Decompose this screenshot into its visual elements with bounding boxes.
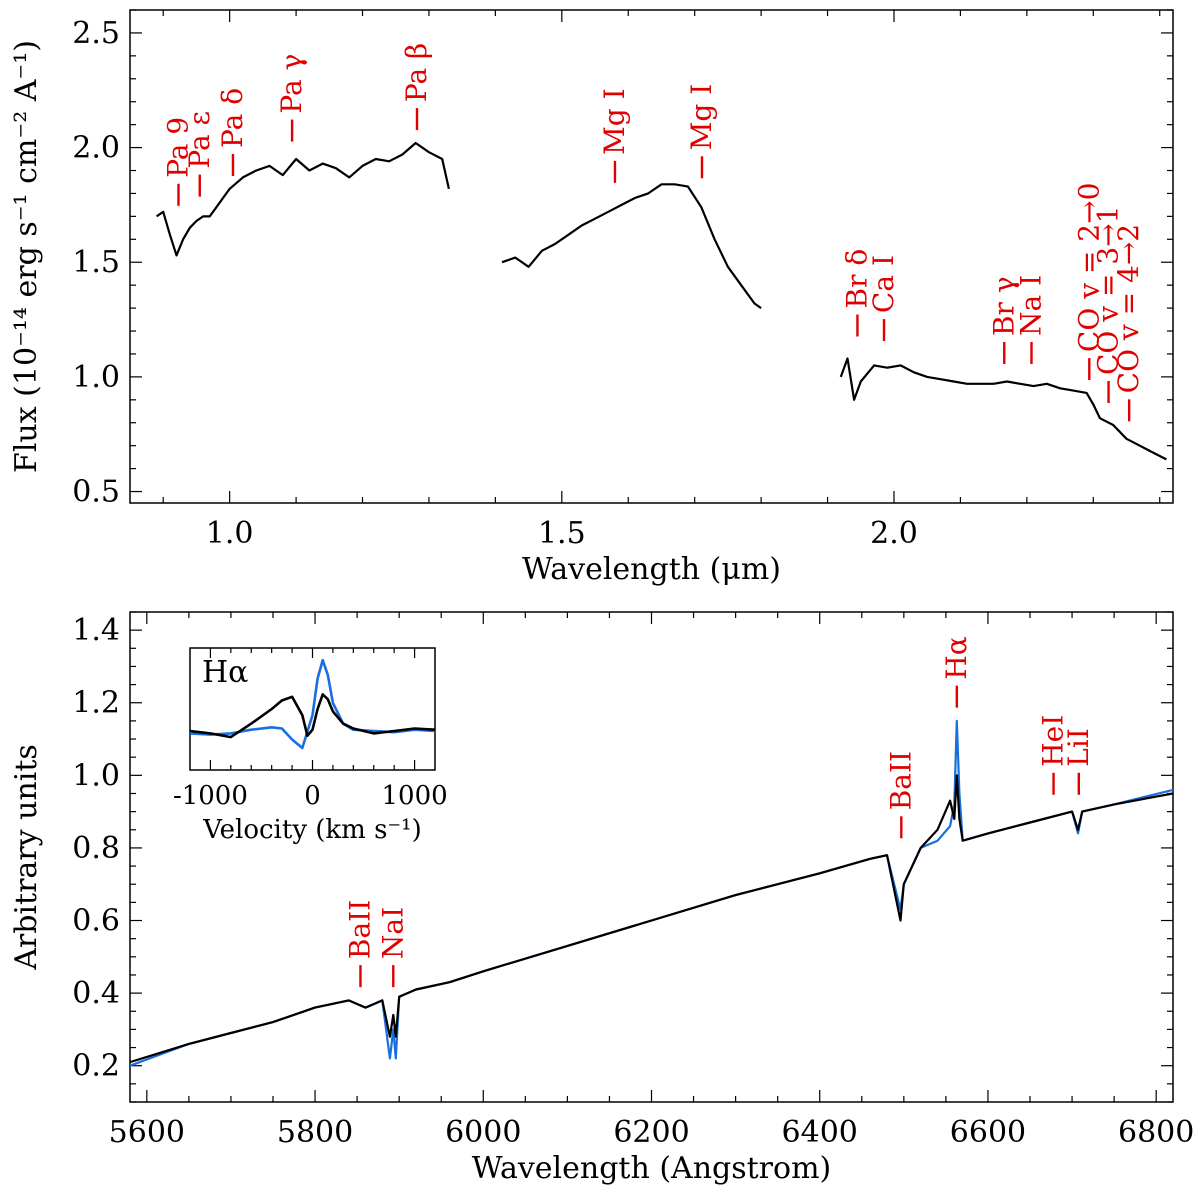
y-tick-label: 0.8 [72, 831, 120, 866]
line-label: Hα [940, 636, 973, 679]
line-label: Pa δ [216, 88, 249, 148]
inset-x-tick-label: -1000 [173, 781, 248, 811]
line-label: Mg I [598, 88, 631, 155]
line-label: Ca I [867, 255, 900, 313]
line-label: CO v = 2→0 [1072, 183, 1105, 352]
line-label: Pa ε [183, 111, 216, 169]
line-label: Br γ [987, 276, 1020, 336]
y-tick-label: 0.5 [72, 475, 120, 510]
line-label: HeI [1037, 715, 1070, 767]
spectrum-series-1 [130, 719, 1173, 1067]
inset-halpha-profile: -1000 0 1000 Velocity (km s⁻¹) Hα [173, 647, 448, 845]
x-tick-label: 6800 [1118, 1115, 1194, 1150]
x-tick-label: 1.5 [538, 516, 586, 551]
y-tick-label: 1.4 [72, 613, 120, 648]
x-tick-label: 2.0 [870, 516, 918, 551]
spectrum-series-3 [839, 357, 1167, 461]
line-label: CO v = 4→2 [1112, 224, 1145, 393]
y-axis-title: Flux (10⁻¹⁴ erg s⁻¹ cm⁻² A⁻¹) [9, 40, 44, 473]
x-tick-label: 6600 [950, 1115, 1026, 1150]
y-tick-label: 1.2 [72, 686, 120, 721]
line-label: BaII [884, 751, 917, 810]
y-tick-label: 0.2 [72, 1049, 120, 1084]
inset-x-tick-label: 1000 [381, 781, 447, 811]
x-axis-title: Wavelength (Angstrom) [472, 1151, 832, 1186]
line-label: Pa β [400, 43, 433, 102]
spectrum-series-2 [501, 183, 762, 310]
inset-x-axis-title: Velocity (km s⁻¹) [202, 815, 421, 845]
inset-x-tick-label: 0 [304, 781, 321, 811]
y-tick-label: 2.0 [72, 131, 120, 166]
x-tick-label: 6200 [613, 1115, 689, 1150]
x-tick-label: 5800 [277, 1115, 353, 1150]
line-label: CO v = 3→1 [1092, 206, 1125, 375]
y-tick-label: 0.6 [72, 904, 120, 939]
y-tick-label: 1.0 [72, 360, 120, 395]
bottom-panel-optical-spectrum: 5600 5800 6000 6200 6400 6600 6800 0.2 0.4 0.6 0.8… [9, 611, 1194, 1186]
y-tick-label: 2.5 [72, 16, 120, 51]
line-label: BaII [343, 900, 376, 959]
x-tick-label: 1.0 [206, 516, 254, 551]
spectrum-series-2 [130, 774, 1173, 1064]
line-label: Pa 9 [161, 117, 194, 178]
y-tick-label: 0.4 [72, 976, 120, 1011]
y-tick-label: 1.0 [72, 758, 120, 793]
x-tick-label: 5600 [109, 1115, 185, 1150]
spectrum-series-1 [155, 141, 450, 257]
y-tick-label: 1.5 [72, 245, 120, 280]
x-tick-label: 6400 [782, 1115, 858, 1150]
inset-series-1 [189, 658, 436, 750]
inset-series-2 [189, 693, 436, 739]
line-label: NaI [376, 907, 409, 959]
plot-frame [129, 9, 1174, 504]
x-tick-label: 6000 [445, 1115, 521, 1150]
top-panel-nir-spectrum: 1.0 1.5 2.0 0.5 1.0 1.5 2.0 2.5 Wavelength (μm) F… [9, 9, 1174, 587]
line-label: Pa γ [275, 54, 308, 114]
line-label: Mg I [685, 84, 718, 151]
y-axis-title: Arbitrary units [9, 744, 44, 971]
line-label: Na I [1014, 275, 1047, 336]
inset-label: Hα [202, 655, 248, 690]
line-label: LiI [1062, 728, 1095, 767]
line-label: Br δ [840, 249, 873, 309]
x-axis-title: Wavelength (μm) [522, 552, 781, 587]
